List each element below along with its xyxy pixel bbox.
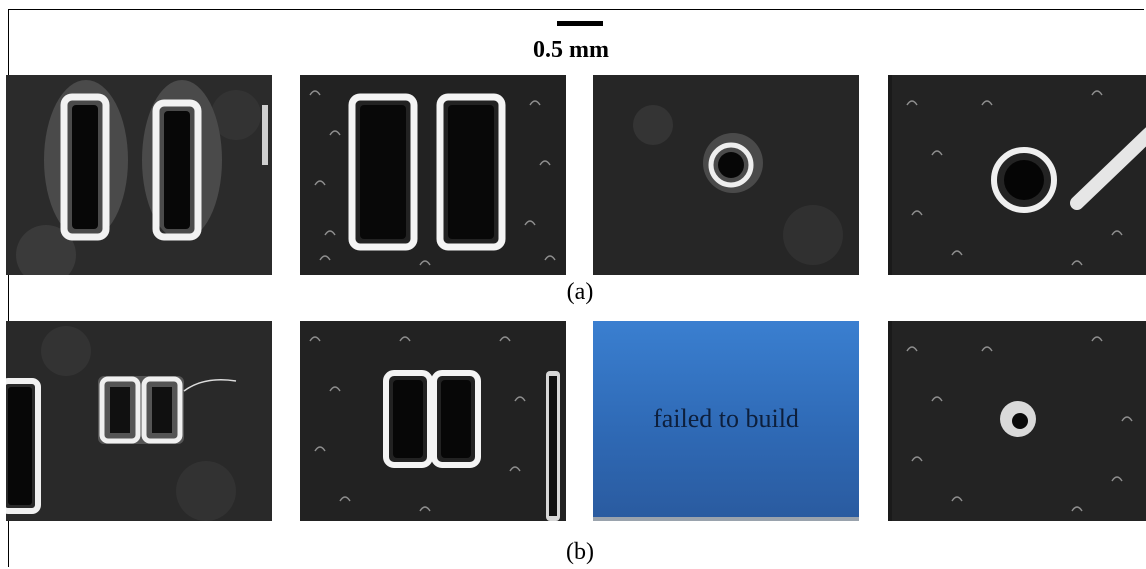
micrograph-a1-double-slot [6, 75, 272, 275]
scale-bar [557, 21, 603, 26]
scale-bar-label: 0.5 mm [533, 37, 609, 63]
micrograph-b2-double-slot [300, 321, 566, 521]
figure-frame [8, 9, 1144, 567]
failed-build-text: failed to build [653, 404, 799, 433]
micrograph-b1-double-slot [6, 321, 272, 521]
micrograph-a3-round-hole [593, 75, 859, 275]
row-caption-b: (b) [566, 539, 594, 565]
micrograph-a4-round-hole [888, 75, 1146, 275]
micrograph-a2-double-slot [300, 75, 566, 275]
failed-build-panel: failed to build [593, 321, 859, 521]
row-caption-a: (a) [566, 279, 594, 305]
micrograph-b4-round-hole [888, 321, 1146, 521]
